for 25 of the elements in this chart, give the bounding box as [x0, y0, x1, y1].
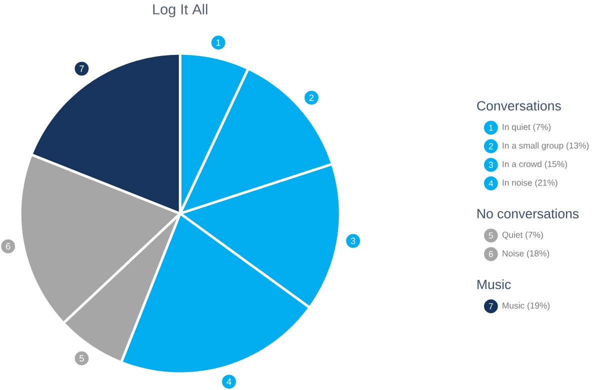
text: 1	[216, 40, 220, 46]
text: 3	[488, 162, 493, 168]
text: 5	[80, 355, 84, 362]
text: Conversations	[477, 100, 561, 111]
legend-label: In a small group (13%)	[502, 142, 589, 150]
legend-label: In a crowd (15%)	[502, 160, 567, 169]
text: 2	[309, 94, 314, 102]
legend-label: In quiet (7%)	[502, 124, 551, 132]
legend-label: In noise (21%)	[502, 179, 558, 188]
legend-label: Noise (18%)	[502, 250, 550, 258]
chart-title: Log It All	[153, 4, 208, 18]
text: 7	[80, 66, 84, 72]
text: No conversations	[478, 208, 579, 218]
text: 1	[489, 124, 493, 131]
text: 7	[488, 303, 493, 310]
text: 4	[488, 180, 494, 186]
text: 6	[6, 243, 10, 250]
text: Music	[478, 279, 511, 290]
text: 2	[488, 143, 493, 150]
legend-label: Music (19%)	[502, 302, 550, 310]
text: 4	[226, 378, 232, 385]
legend-label: Quiet (7%)	[502, 232, 543, 240]
text: 6	[488, 251, 493, 258]
text: 3	[350, 238, 356, 244]
text: 5	[488, 232, 493, 239]
